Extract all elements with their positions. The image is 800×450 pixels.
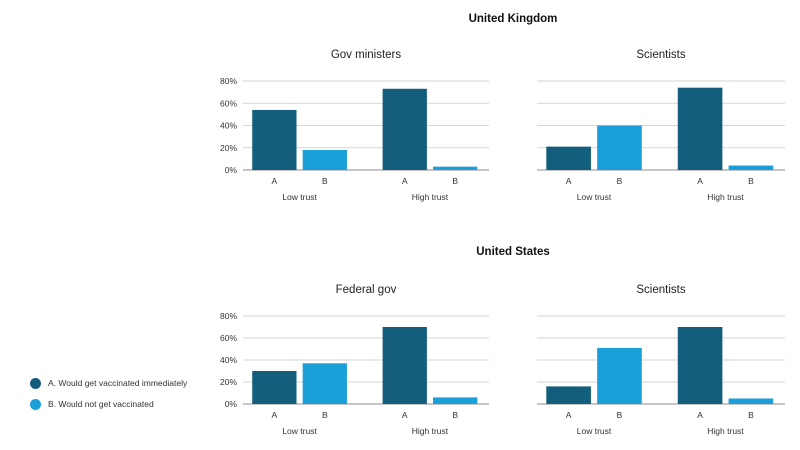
x-tick-label-0-1-a: A xyxy=(402,176,408,186)
group-label-0-1: High trust xyxy=(412,192,449,202)
bar-2-1-b xyxy=(433,397,478,404)
x-tick-label-3-0-b: B xyxy=(617,410,623,420)
x-tick-label-0-1-b: B xyxy=(452,176,458,186)
bar-0-1-b xyxy=(433,166,478,170)
legend-label-a: A. Would get vaccinated immediately xyxy=(48,378,188,388)
x-tick-label-1-0-b: B xyxy=(617,176,623,186)
y-tick-label-0-0: 80% xyxy=(220,76,237,86)
y-tick-label-2-3: 20% xyxy=(220,377,237,387)
x-tick-label-2-1-b: B xyxy=(452,410,458,420)
bar-2-1-a xyxy=(382,327,427,404)
y-tick-label-0-3: 20% xyxy=(220,143,237,153)
x-tick-label-0-0-a: A xyxy=(272,176,278,186)
legend-swatch-a xyxy=(30,377,41,389)
bar-3-1-b xyxy=(728,398,774,404)
y-tick-label-2-0: 80% xyxy=(220,311,237,321)
bar-1-0-a xyxy=(546,146,591,170)
x-tick-label-0-0-b: B xyxy=(322,176,328,186)
x-tick-label-2-0-b: B xyxy=(322,410,328,420)
legend-swatch-b xyxy=(30,398,41,410)
panel-title-1: Scientists xyxy=(636,49,685,61)
bar-0-0-a xyxy=(252,109,297,170)
bar-1-0-b xyxy=(597,125,642,170)
country-title-0: United Kingdom xyxy=(469,13,558,25)
y-tick-label-2-1: 60% xyxy=(220,333,237,343)
x-tick-label-2-0-a: A xyxy=(272,410,278,420)
x-tick-label-2-1-a: A xyxy=(402,410,408,420)
legend-item-b: B. Would not get vaccinated xyxy=(30,398,187,410)
x-tick-label-1-0-a: A xyxy=(566,176,572,186)
y-tick-label-0-2: 40% xyxy=(220,121,237,131)
bar-0-0-b xyxy=(302,149,347,170)
bar-1-1-a xyxy=(677,87,723,170)
x-tick-label-3-1-b: B xyxy=(748,410,754,420)
bar-1-1-b xyxy=(728,165,774,170)
country-title-1: United States xyxy=(476,246,550,258)
y-tick-label-2-4: 0% xyxy=(225,399,238,409)
panel-title-2: Federal gov xyxy=(336,284,397,296)
group-label-2-0: Low trust xyxy=(282,426,317,436)
y-tick-label-2-2: 40% xyxy=(220,355,237,365)
legend-item-a: A. Would get vaccinated immediately xyxy=(30,377,187,389)
group-label-3-0: Low trust xyxy=(577,426,612,436)
bar-3-1-a xyxy=(677,327,723,404)
group-label-1-0: Low trust xyxy=(577,192,612,202)
x-tick-label-3-1-a: A xyxy=(697,410,703,420)
legend-label-b: B. Would not get vaccinated xyxy=(48,399,154,409)
x-tick-label-1-1-a: A xyxy=(697,176,703,186)
bar-2-0-b xyxy=(302,363,347,404)
group-label-2-1: High trust xyxy=(412,426,449,436)
bar-0-1-a xyxy=(382,88,427,170)
x-tick-label-1-1-b: B xyxy=(748,176,754,186)
y-tick-label-0-4: 0% xyxy=(225,165,238,175)
group-label-1-1: High trust xyxy=(707,192,744,202)
legend: A. Would get vaccinated immediately B. W… xyxy=(30,377,187,419)
panel-title-3: Scientists xyxy=(636,284,685,296)
panel-title-0: Gov ministers xyxy=(331,49,402,61)
bar-3-0-b xyxy=(597,347,642,404)
bar-2-0-a xyxy=(252,371,297,404)
x-tick-label-3-0-a: A xyxy=(566,410,572,420)
group-label-3-1: High trust xyxy=(707,426,744,436)
y-tick-label-0-1: 60% xyxy=(220,98,237,108)
bar-3-0-a xyxy=(546,386,591,404)
group-label-0-0: Low trust xyxy=(282,192,317,202)
